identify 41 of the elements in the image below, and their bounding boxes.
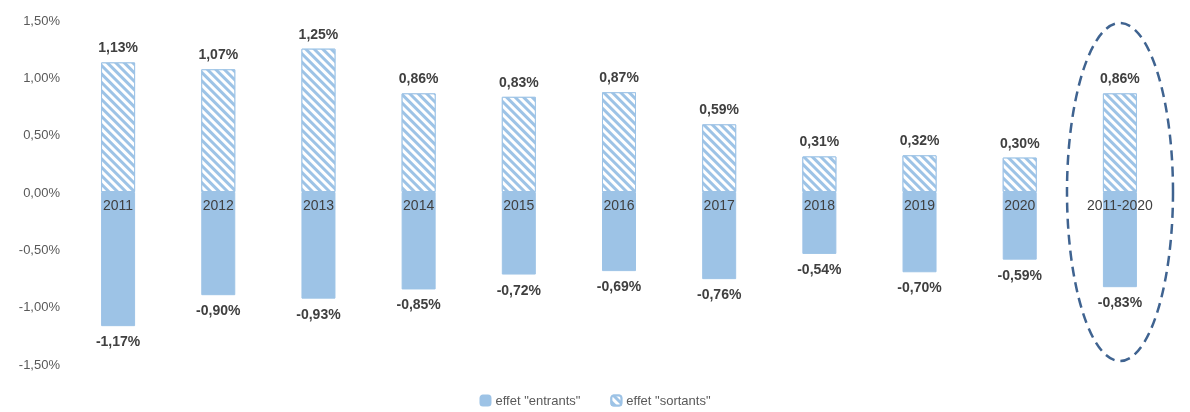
y-tick-label: 0,50% bbox=[23, 127, 61, 143]
x-tick-label: 2020 bbox=[1004, 197, 1036, 213]
data-label: 0,83% bbox=[498, 73, 540, 90]
data-label: 1,13% bbox=[98, 39, 139, 56]
x-tick-label: 2016 bbox=[603, 197, 635, 213]
y-tick-label: -0,50% bbox=[18, 241, 61, 257]
data-label: 0,59% bbox=[699, 101, 740, 118]
y-tick-label: -1,00% bbox=[18, 299, 61, 315]
data-label: -0,83% bbox=[1097, 294, 1143, 311]
data-label: 0,32% bbox=[899, 132, 940, 149]
data-label: 0,30% bbox=[999, 134, 1041, 151]
data-label: -0,69% bbox=[596, 278, 642, 295]
y-tick-label: 1,50% bbox=[23, 12, 61, 28]
x-tick-label: 2015 bbox=[503, 197, 535, 213]
data-label: -0,54% bbox=[797, 260, 843, 277]
y-tick-label: 0,00% bbox=[23, 184, 61, 200]
x-tick-label: 2017 bbox=[703, 197, 735, 213]
data-label: -0,85% bbox=[396, 296, 442, 313]
x-tick-label: 2014 bbox=[403, 197, 435, 213]
legend-label: effet "entrants" bbox=[495, 393, 581, 408]
data-label: -0,72% bbox=[496, 281, 542, 298]
data-label: -0,90% bbox=[196, 302, 241, 319]
x-tick-label: 2013 bbox=[302, 197, 335, 213]
data-label: 0,86% bbox=[1100, 70, 1141, 87]
data-label: 0,86% bbox=[398, 70, 440, 87]
legend-label: effet "sortants" bbox=[626, 393, 711, 408]
data-label: 0,31% bbox=[799, 133, 840, 150]
data-label: -0,76% bbox=[697, 286, 742, 303]
data-label: 1,07% bbox=[198, 46, 239, 63]
data-label: 0,87% bbox=[599, 69, 640, 86]
x-tick-label: 2012 bbox=[202, 197, 235, 213]
data-label: -0,59% bbox=[997, 266, 1043, 283]
data-label: -0,93% bbox=[296, 305, 342, 322]
y-tick-label: 1,00% bbox=[23, 69, 61, 85]
x-tick-label: 2018 bbox=[803, 197, 836, 213]
x-tick-label: 2011 bbox=[103, 197, 134, 213]
data-label: -0,70% bbox=[897, 279, 943, 296]
data-label: 1,25% bbox=[298, 25, 339, 42]
y-tick-label: -1,50% bbox=[18, 356, 61, 372]
x-tick-label: 2019 bbox=[903, 197, 936, 213]
data-label: -1,17% bbox=[95, 333, 141, 350]
